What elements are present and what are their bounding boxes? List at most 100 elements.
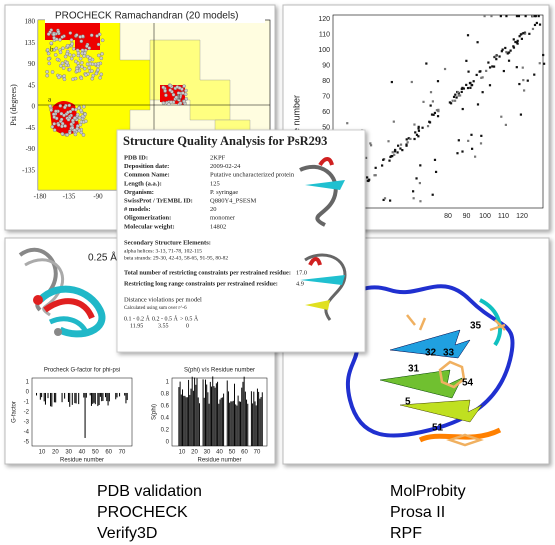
bar bbox=[75, 392, 77, 404]
bar bbox=[236, 405, 238, 446]
bar bbox=[198, 403, 200, 446]
y-tick-label: -45 bbox=[26, 124, 36, 132]
bar bbox=[252, 403, 254, 446]
bar bbox=[119, 392, 121, 397]
residue-point bbox=[100, 38, 105, 43]
residue-point bbox=[171, 92, 176, 97]
bar bbox=[194, 377, 196, 446]
residue-point bbox=[46, 32, 51, 36]
contact-point bbox=[399, 143, 403, 146]
field-value: 125 bbox=[210, 180, 220, 187]
residue-point bbox=[49, 108, 53, 112]
bar bbox=[227, 391, 229, 446]
field-label: Organism: bbox=[124, 189, 154, 196]
contact-point bbox=[516, 39, 519, 42]
contact-point bbox=[419, 164, 422, 167]
contact-point bbox=[431, 100, 434, 103]
violations-title: Distance violations per model bbox=[124, 296, 202, 303]
summary-card bbox=[116, 129, 366, 353]
residue-point bbox=[67, 103, 72, 108]
residue-point bbox=[60, 61, 65, 65]
contact-point bbox=[523, 32, 527, 35]
contact-point bbox=[364, 156, 368, 159]
residue-point bbox=[69, 122, 74, 126]
contact-point bbox=[417, 127, 420, 130]
contact-point bbox=[387, 140, 390, 143]
residue-point bbox=[96, 42, 101, 47]
contact-point bbox=[429, 104, 432, 107]
contact-point bbox=[512, 38, 515, 41]
title-bg bbox=[45, 10, 265, 23]
field-value: Q880Y4_PSESM bbox=[210, 197, 256, 204]
residue-point bbox=[161, 101, 166, 105]
residue-point bbox=[58, 50, 63, 55]
residue-point bbox=[66, 117, 71, 122]
x-tick-label: 30 bbox=[204, 450, 211, 456]
residue-point bbox=[168, 88, 172, 92]
residue-point bbox=[85, 62, 90, 66]
residue-point bbox=[72, 53, 76, 58]
contact-point bbox=[476, 41, 479, 44]
validation-figures: 0.25 Å Procheck G-factor for phi-psi10-1… bbox=[12, 247, 268, 464]
x-tick-label: 70 bbox=[254, 450, 261, 456]
contact-point bbox=[531, 27, 535, 31]
contact-point bbox=[383, 197, 387, 200]
residue-point bbox=[82, 105, 86, 109]
bar bbox=[205, 379, 206, 446]
contact-point bbox=[428, 120, 431, 123]
residue-point bbox=[82, 66, 87, 71]
y-tick-label: 110 bbox=[319, 31, 330, 38]
bar bbox=[244, 391, 246, 446]
contact-point bbox=[518, 35, 521, 38]
residue-point bbox=[95, 34, 99, 38]
field-value: 14802 bbox=[210, 223, 226, 230]
field-value: P. syringae bbox=[210, 189, 238, 196]
residue-point bbox=[84, 119, 88, 123]
contact-point bbox=[426, 125, 430, 128]
bar bbox=[124, 392, 126, 396]
contact-point bbox=[412, 190, 415, 193]
contact-point bbox=[501, 48, 504, 51]
bar bbox=[83, 392, 85, 398]
residue-point bbox=[68, 109, 73, 114]
bar bbox=[67, 392, 69, 402]
bar bbox=[185, 397, 187, 446]
residue-point bbox=[55, 57, 60, 62]
residue-point bbox=[45, 70, 49, 74]
residue-point bbox=[54, 37, 59, 41]
residue-point bbox=[70, 56, 74, 61]
caption: MolProbity bbox=[390, 483, 466, 500]
contact-point bbox=[451, 99, 454, 102]
contact-point bbox=[409, 137, 412, 141]
bar bbox=[254, 401, 256, 446]
contact-point bbox=[367, 179, 370, 183]
bar bbox=[214, 387, 216, 446]
field-label: Common Name: bbox=[124, 172, 170, 179]
residue-point bbox=[168, 83, 173, 88]
y-label: idue number bbox=[291, 95, 301, 145]
summary-structures bbox=[299, 157, 347, 321]
residue-point bbox=[52, 115, 56, 119]
contact-point bbox=[405, 143, 408, 146]
x-label: Residue number bbox=[197, 458, 241, 464]
contact-point bbox=[396, 151, 399, 154]
residue-point bbox=[60, 132, 65, 136]
bar bbox=[218, 403, 220, 446]
residue-point bbox=[178, 101, 183, 105]
residue-point bbox=[96, 61, 101, 66]
bar bbox=[189, 394, 191, 446]
residue-point bbox=[90, 76, 94, 81]
contact-point bbox=[465, 59, 468, 62]
contact-point bbox=[422, 100, 425, 103]
residue-point bbox=[94, 71, 99, 76]
x-tick-label: 80 bbox=[444, 213, 452, 220]
residue-point bbox=[75, 69, 80, 73]
contact-point bbox=[414, 131, 417, 134]
residue-point bbox=[90, 69, 94, 73]
violation-header: 0.2 - 0.5 Å bbox=[152, 314, 178, 322]
contact-point bbox=[500, 115, 503, 118]
residue-point bbox=[62, 77, 67, 82]
residue-point bbox=[161, 85, 165, 90]
contact-point bbox=[528, 32, 531, 35]
